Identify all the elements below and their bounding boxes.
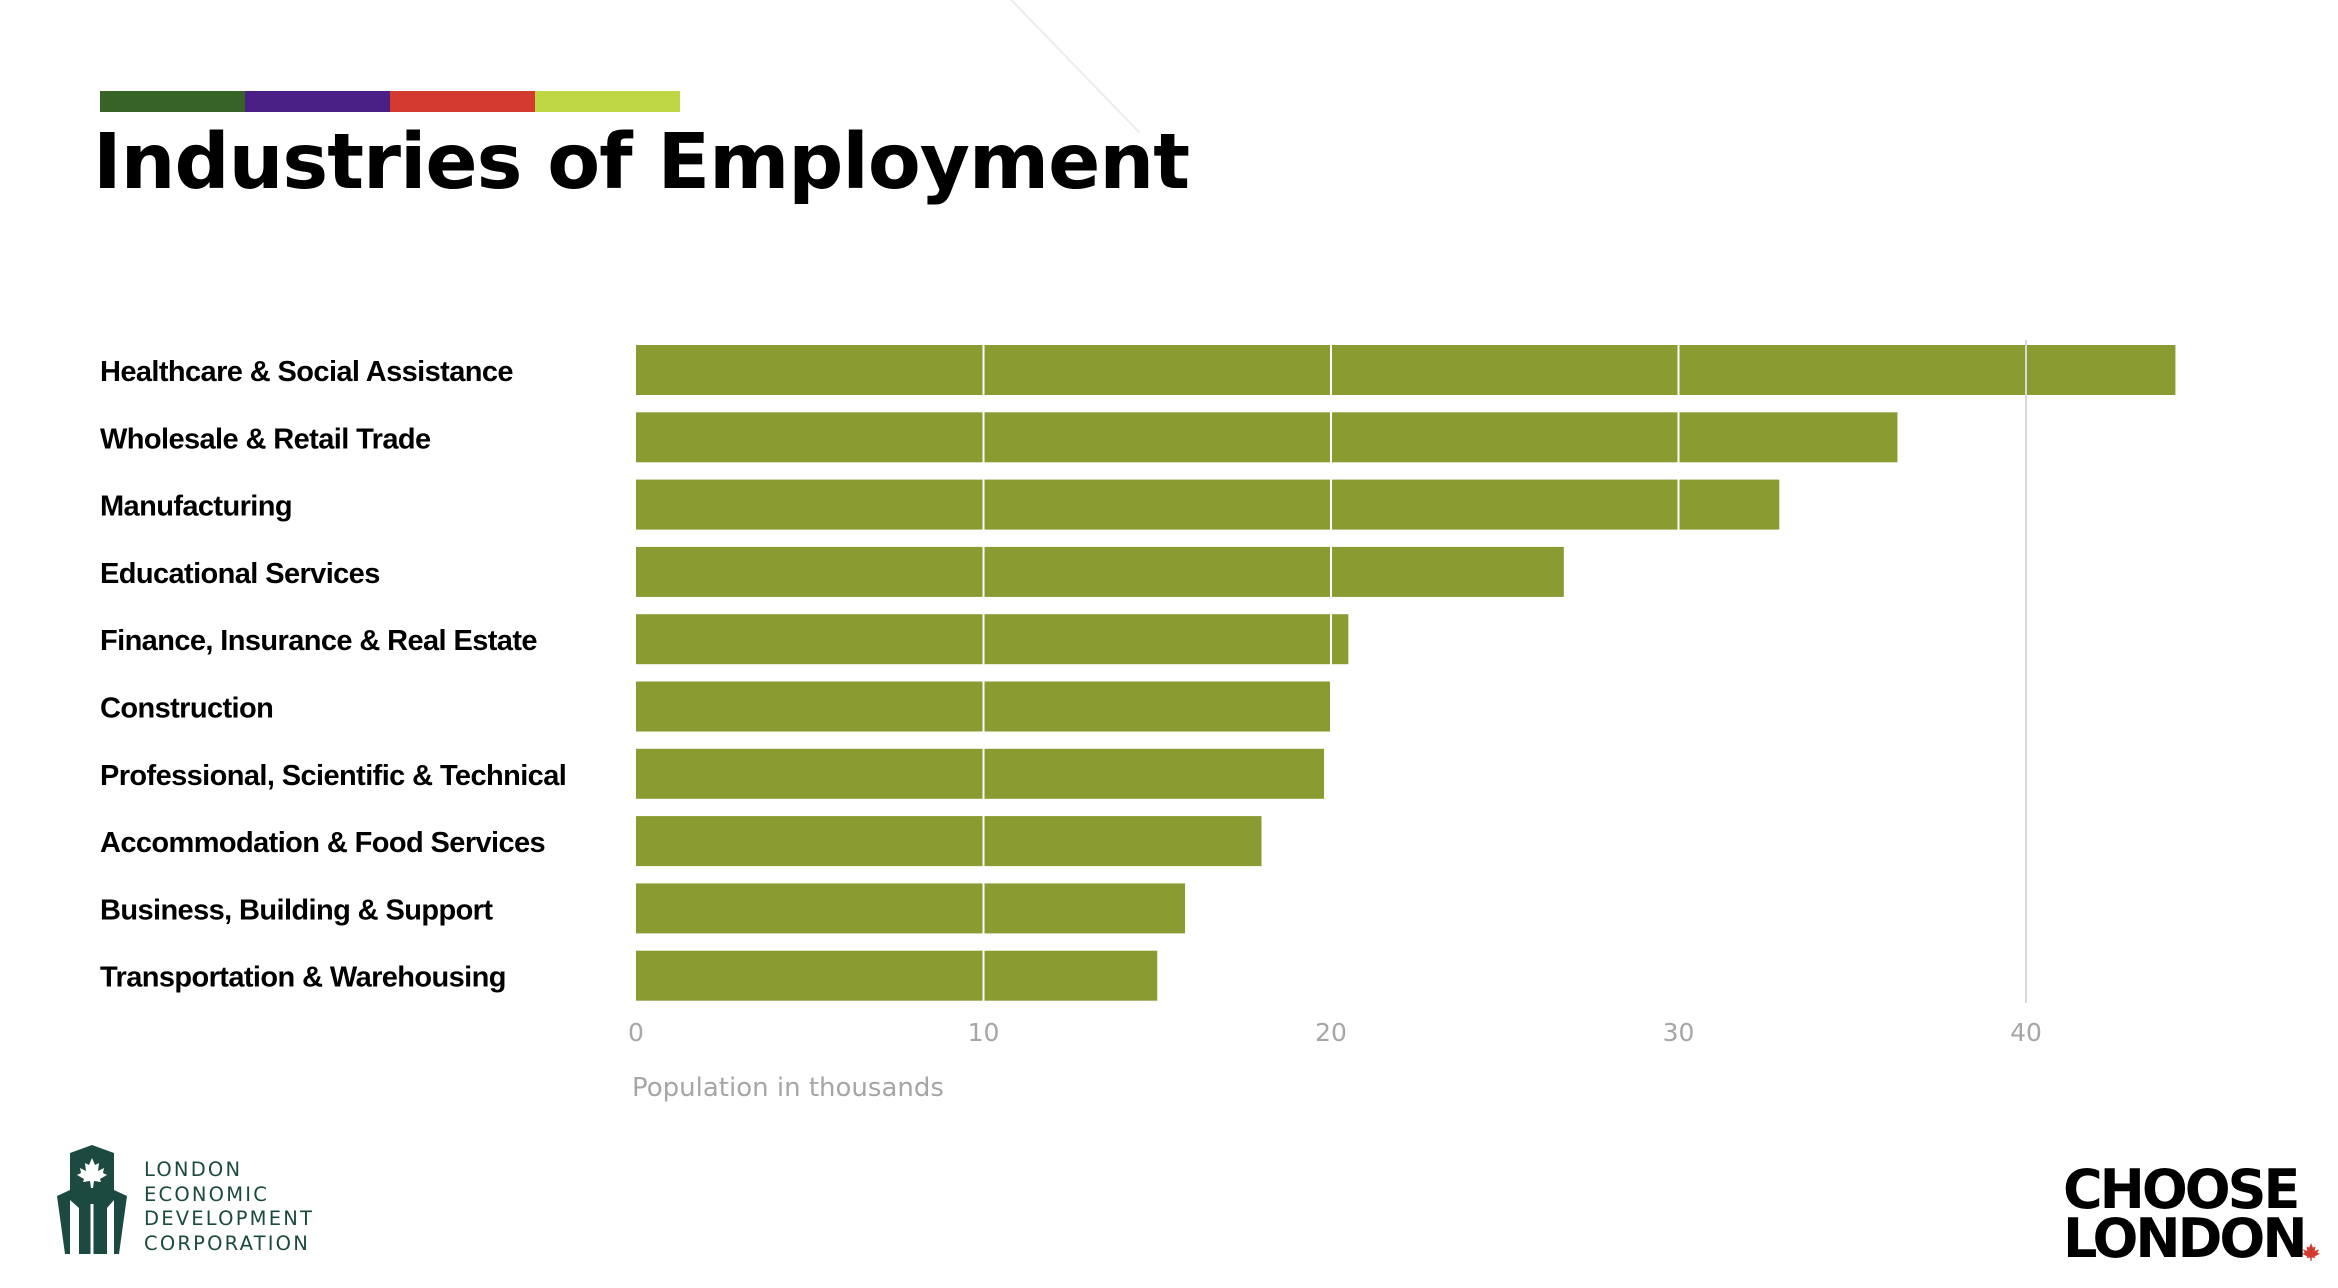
bar-7 bbox=[636, 816, 1262, 867]
ledc-line-2: ECONOMIC bbox=[144, 1182, 270, 1206]
ledc-logo-text: LONDON ECONOMIC DEVELOPMENT CORPORATION bbox=[144, 1158, 314, 1256]
color-strip-lime bbox=[535, 91, 680, 112]
ledc-line-1: LONDON bbox=[144, 1158, 243, 1181]
ledc-left-wing bbox=[57, 1190, 70, 1254]
category-label-2: Manufacturing bbox=[100, 491, 292, 523]
maple-leaf-icon bbox=[2302, 1243, 2320, 1261]
bar-3 bbox=[636, 546, 1564, 597]
category-label-3: Educational Services bbox=[100, 558, 380, 590]
bar-2 bbox=[636, 479, 1780, 530]
color-strip-green bbox=[100, 91, 245, 112]
ledc-right-wing bbox=[114, 1190, 127, 1254]
tick-label-0: 0 bbox=[628, 1018, 644, 1047]
ledc-logo-icon bbox=[57, 1145, 127, 1254]
color-strip bbox=[100, 91, 680, 112]
category-label-8: Business, Building & Support bbox=[100, 894, 493, 926]
tick-label-10: 10 bbox=[968, 1018, 1000, 1047]
category-label-4: Finance, Insurance & Real Estate bbox=[100, 625, 537, 657]
bar-chart: Healthcare & Social Assistance Wholesale … bbox=[100, 340, 2176, 1103]
choose-london-line-2: LONDON bbox=[2063, 1207, 2308, 1270]
category-label-9: Transportation & Warehousing bbox=[100, 962, 506, 994]
tick-label-40: 40 bbox=[2010, 1018, 2042, 1047]
ledc-line-4: CORPORATION bbox=[144, 1231, 311, 1255]
ledc-line-3: DEVELOPMENT bbox=[144, 1207, 315, 1230]
category-label-0: Healthcare & Social Assistance bbox=[100, 356, 513, 388]
category-label-5: Construction bbox=[100, 693, 273, 725]
bar-6 bbox=[636, 748, 1325, 799]
choose-london-logo: CHOOSE LONDON bbox=[2063, 1158, 2308, 1270]
category-label-6: Professional, Scientific & Technical bbox=[100, 760, 566, 792]
bar-1 bbox=[636, 412, 1898, 463]
maple-leaf-icon bbox=[77, 1158, 107, 1188]
bar-0 bbox=[636, 345, 2176, 395]
bar-9 bbox=[636, 950, 1158, 1001]
category-label-1: Wholesale & Retail Trade bbox=[100, 423, 431, 455]
tick-label-20: 20 bbox=[1315, 1018, 1347, 1047]
bar-4 bbox=[636, 614, 1349, 665]
category-label-7: Accommodation & Food Services bbox=[100, 827, 545, 859]
page-title: Industries of Employment bbox=[93, 118, 1190, 207]
tick-label-30: 30 bbox=[1663, 1018, 1695, 1047]
color-strip-red bbox=[390, 91, 535, 112]
color-strip-purple bbox=[245, 91, 390, 112]
x-axis-title: Population in thousands bbox=[632, 1073, 944, 1103]
choose-london-line-1: CHOOSE bbox=[2063, 1158, 2300, 1221]
bar-8 bbox=[636, 883, 1186, 934]
